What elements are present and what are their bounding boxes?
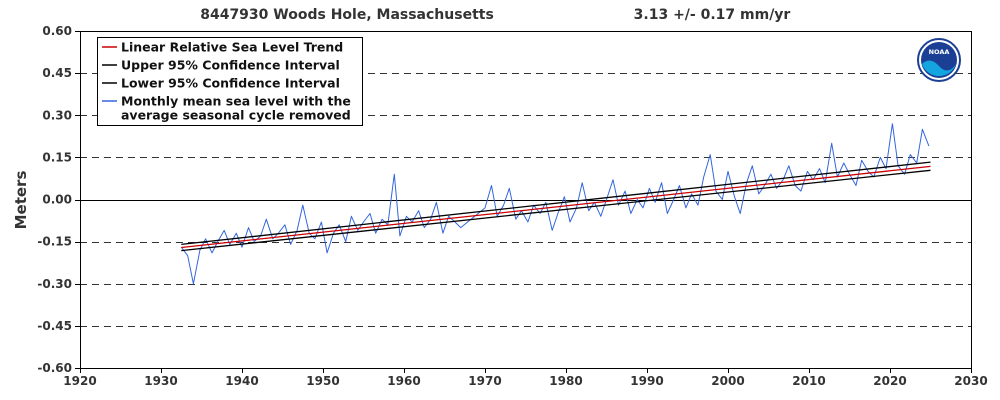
x-tick-label: 1960	[387, 374, 420, 388]
logo-wave	[922, 60, 956, 77]
logo-text: NOAA	[929, 48, 950, 56]
x-tick-label: 1920	[63, 374, 96, 388]
legend-label-monthly-2: average seasonal cycle removed	[121, 108, 351, 123]
series-line-lower-ci	[181, 169, 931, 252]
x-tick-label: 2030	[954, 374, 987, 388]
chart-title: 8447930 Woods Hole, Massachusetts	[200, 7, 494, 23]
legend: Linear Relative Sea Level Trend Upper 95…	[97, 37, 363, 126]
legend-label-upper: Upper 95% Confidence Interval	[121, 58, 340, 73]
x-tick-label: 1940	[225, 374, 258, 388]
y-tick-label: -0.30	[37, 277, 72, 291]
legend-box	[97, 37, 363, 126]
series-line-upper-ci	[181, 161, 931, 246]
legend-label-monthly-1: Monthly mean sea level with the	[121, 94, 351, 109]
y-tick-label: 0.30	[42, 108, 72, 122]
x-tick-label: 1930	[144, 374, 177, 388]
y-tick-label: -0.15	[37, 235, 72, 249]
chart-trend-rate: 3.13 +/- 0.17 mm/yr	[634, 7, 791, 23]
x-tick-label: 1950	[306, 374, 339, 388]
y-tick-label: 0.60	[42, 24, 72, 38]
plot-frame	[80, 31, 972, 369]
y-tick-label: 0.00	[42, 193, 72, 207]
x-tick-label: 2020	[873, 374, 906, 388]
y-axis-label: Meters	[12, 171, 30, 230]
y-tick-label: -0.60	[37, 361, 72, 375]
x-tick-labels: 1920 1930 1940 1950 1960 1970 1980 1990 2000 2010…	[63, 374, 987, 388]
series-line-monthly	[180, 123, 930, 285]
series-group	[180, 123, 931, 285]
x-tick-label: 1990	[630, 374, 663, 388]
y-tick-label: 0.45	[42, 66, 72, 80]
legend-label-trend: Linear Relative Sea Level Trend	[121, 40, 343, 55]
x-tick-label: 2000	[711, 374, 744, 388]
legend-label-lower: Lower 95% Confidence Interval	[121, 76, 340, 91]
x-tick-label: 1970	[468, 374, 501, 388]
x-tick-label: 1980	[549, 374, 582, 388]
y-tick-label: 0.15	[42, 150, 72, 164]
y-tick-label: -0.45	[37, 319, 72, 333]
series-line-trend	[181, 165, 931, 249]
x-tick-label: 2010	[792, 374, 825, 388]
noaa-logo: NOAA	[917, 38, 961, 82]
y-tick-labels: 0.60 0.45 0.30 0.15 0.00 -0.15 -0.30 -0.45 -0.60	[37, 24, 72, 375]
